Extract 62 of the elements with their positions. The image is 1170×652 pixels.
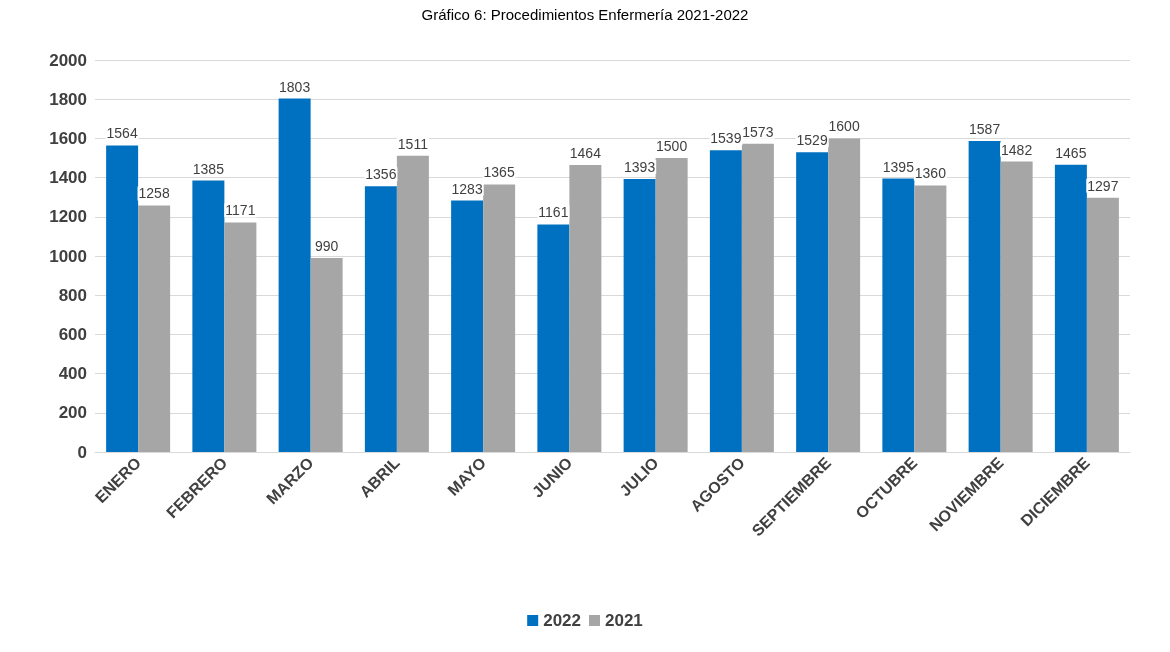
data-label: 1365 <box>483 164 515 181</box>
bar <box>310 257 343 452</box>
data-label: 1573 <box>742 123 774 140</box>
data-label: 1564 <box>106 125 138 142</box>
bar <box>741 143 774 452</box>
chart-title: Gráfico 6: Procedimientos Enfermería 2021-2022 <box>421 6 749 23</box>
data-label: 1393 <box>624 158 656 175</box>
legend-label: 2022 <box>543 611 582 630</box>
bar <box>655 158 688 452</box>
bar <box>623 178 656 452</box>
y-tick-label: 400 <box>58 364 87 384</box>
data-label: 1511 <box>397 135 429 152</box>
data-label: 1283 <box>451 180 483 197</box>
bar <box>278 98 311 452</box>
bar <box>106 145 139 452</box>
data-label: 1529 <box>796 132 828 149</box>
bar <box>1086 197 1119 452</box>
bar <box>364 186 397 452</box>
bar <box>968 140 1001 452</box>
data-label: 1258 <box>138 185 170 202</box>
bar <box>709 150 742 452</box>
data-label: 1500 <box>656 138 688 154</box>
bar <box>138 205 171 452</box>
data-label: 990 <box>314 237 339 254</box>
bar <box>396 155 429 452</box>
y-tick-label: 1000 <box>49 246 87 266</box>
bar <box>882 178 915 452</box>
y-tick-label: 0 <box>77 442 87 462</box>
y-tick-label: 800 <box>58 285 87 305</box>
bar <box>451 200 484 452</box>
data-label: 1385 <box>192 160 225 177</box>
bar <box>569 165 602 452</box>
bar <box>796 152 829 452</box>
data-label: 1539 <box>710 130 742 147</box>
data-label: 1171 <box>225 202 256 219</box>
bar <box>1054 164 1087 452</box>
y-tick-label: 1200 <box>49 207 87 227</box>
data-label: 1600 <box>828 118 860 135</box>
y-tick-label: 200 <box>58 403 87 423</box>
data-label: 1465 <box>1055 144 1087 161</box>
legend-label: 2021 <box>605 611 643 630</box>
bar <box>914 185 947 452</box>
y-tick-label: 1600 <box>49 128 87 148</box>
data-label: 1395 <box>882 158 915 175</box>
y-tick-label: 2000 <box>49 50 87 70</box>
data-label: 1482 <box>1001 141 1033 158</box>
bar <box>537 224 570 452</box>
data-label: 1464 <box>569 145 602 162</box>
data-label: 1587 <box>969 120 1001 137</box>
data-label: 1360 <box>914 165 947 182</box>
bar <box>192 180 225 452</box>
y-tick-label: 600 <box>58 324 87 344</box>
y-tick-label: 1800 <box>49 89 87 109</box>
data-label: 1297 <box>1087 177 1119 194</box>
data-label: 1356 <box>365 166 397 183</box>
data-label: 1803 <box>279 78 311 95</box>
y-tick-label: 1400 <box>49 168 87 188</box>
bar <box>1000 161 1033 452</box>
bar <box>483 184 516 452</box>
data-label: 1161 <box>538 204 569 221</box>
bar <box>224 222 257 452</box>
bar <box>828 138 861 452</box>
